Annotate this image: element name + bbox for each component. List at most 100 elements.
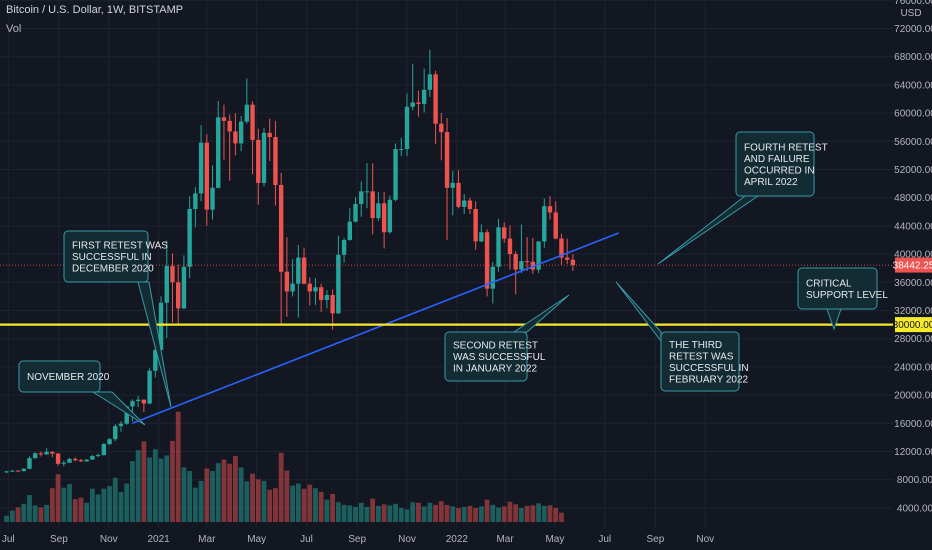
volume-bar [90, 488, 95, 522]
y-tick-label: 4000.00 [897, 503, 932, 514]
candle-body [153, 349, 158, 371]
annotation-pointer [826, 308, 842, 331]
y-tick-label: 76000.00 [894, 0, 932, 7]
y-tick-label: 72000.00 [894, 24, 932, 35]
candle-body [181, 266, 187, 309]
candle-body [101, 444, 107, 456]
annotation-text: RETEST WAS [669, 351, 734, 362]
volume-bar [330, 493, 336, 522]
candle-body [439, 123, 444, 133]
annotation-box [63, 230, 149, 283]
volume-bar [324, 499, 330, 522]
annotation-text: DECEMBER 2020 [72, 264, 154, 275]
candle-body [250, 104, 255, 140]
candle-body [61, 462, 66, 464]
volume-bar [32, 505, 38, 522]
candle-body [553, 212, 558, 239]
candle-body [4, 471, 9, 473]
annotation-text: CRITICAL [806, 278, 852, 289]
volume-bar [192, 487, 198, 522]
candle-body [210, 187, 215, 210]
candle-body [341, 240, 347, 255]
candle-body [38, 453, 44, 455]
candle-body [141, 399, 147, 404]
y-tick-label: 12000.00 [894, 447, 932, 458]
time-axis[interactable]: Jul Sep Nov 2021 Mar May Jul Sep Nov 2022 Mar May Ju… [2, 534, 714, 545]
candle-body [484, 232, 490, 289]
candle-body [21, 468, 26, 472]
volume-bar [147, 457, 152, 522]
volume-bar [204, 468, 210, 522]
volume-bar [467, 505, 473, 522]
candle-body [90, 456, 95, 460]
y-tick-label: 64000.00 [894, 80, 932, 91]
candle-body [147, 370, 152, 404]
y-tick-label: 48000.00 [894, 193, 932, 204]
annotation-text: IN JANUARY 2022 [453, 364, 538, 375]
y-tick-label: 36000.00 [894, 278, 932, 289]
annotation-callout[interactable]: NOVEMBER 2020 [18, 360, 146, 426]
volume-bar [78, 497, 84, 522]
x-tick-label: Mar [198, 534, 216, 545]
volume-bar [438, 501, 444, 522]
volume-bar [335, 502, 341, 522]
candle-body [564, 257, 570, 260]
volume-bar [284, 470, 290, 522]
volume-label[interactable]: Vol [6, 23, 22, 35]
candle-body [524, 261, 530, 263]
volume-bar [387, 505, 393, 522]
annotation-text: FOURTH RETEST [744, 142, 828, 153]
x-tick-label: Jul [598, 534, 611, 545]
y-tick-label: 40000.00 [894, 250, 932, 261]
annotation-text: OCCURRED IN [744, 165, 815, 176]
candle-body [216, 117, 221, 188]
volume-bar [364, 506, 370, 522]
volume-bars [4, 411, 564, 522]
volume-bar [410, 502, 416, 522]
candle-body [33, 453, 38, 459]
candle-body [113, 426, 118, 440]
volume-bar [536, 503, 541, 522]
volume-bar [210, 471, 215, 522]
volume-bar [238, 467, 244, 522]
volume-bar [404, 509, 410, 522]
symbol-title[interactable]: Bitcoin / U.S. Dollar, 1W, BITSTAMP [6, 4, 184, 16]
volume-bar [49, 488, 55, 522]
volume-bar [290, 485, 295, 522]
candle-body [444, 132, 450, 188]
candle-body [10, 470, 15, 472]
volume-bar [524, 505, 530, 522]
volume-bar [107, 486, 112, 522]
volume-bar [38, 507, 44, 522]
candle-body [496, 227, 501, 267]
candle-body [456, 182, 461, 207]
candle-body [347, 221, 352, 240]
y-tick-label: 8000.00 [897, 475, 932, 486]
volume-bar [255, 479, 261, 522]
candle-body [502, 227, 507, 239]
volume-bar [44, 504, 50, 522]
volume-bar [347, 505, 353, 522]
candle-body [427, 74, 433, 90]
price-axis[interactable]: 4000.00 8000.00 12000.00 16000.00 20000.00 24… [893, 0, 932, 514]
volume-bar [72, 499, 78, 522]
candle-body [410, 102, 415, 107]
volume-bar [393, 503, 398, 522]
candle-body [450, 182, 455, 188]
annotation-pointer [91, 391, 146, 426]
volume-bar [135, 450, 141, 522]
candle-body [135, 399, 141, 402]
volume-bar [427, 502, 433, 522]
volume-bar [141, 441, 147, 522]
volume-bar [9, 510, 15, 522]
y-tick-label: 28000.00 [894, 334, 932, 345]
volume-bar [541, 505, 547, 522]
candle-body [330, 294, 335, 314]
candle-body [221, 117, 227, 121]
